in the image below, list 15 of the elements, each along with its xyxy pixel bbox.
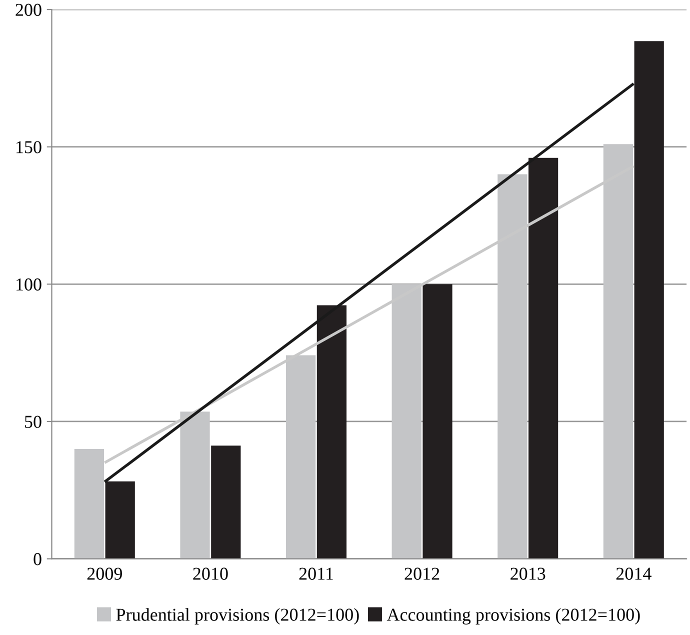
y-tick-label: 200	[16, 4, 42, 16]
legend-label: Prudential provisions (2012=100)	[116, 608, 359, 624]
x-tick-label: 2013	[510, 568, 546, 580]
y-tick-label: 150	[16, 141, 42, 154]
bar	[211, 446, 241, 559]
x-tick-label: 2010	[193, 568, 228, 580]
x-tick-label: 2012	[404, 568, 440, 580]
x-tick-label: 2009	[87, 568, 122, 580]
bar	[422, 284, 452, 559]
x-tick-label: 2014	[616, 568, 652, 580]
y-tick-label: 100	[16, 278, 42, 291]
x-tick-label: 2011	[299, 568, 333, 580]
y-tick-label: 0	[34, 553, 42, 566]
legend-label: Accounting provisions (2012=100)	[386, 608, 640, 625]
y-tick-label: 50	[25, 416, 42, 428]
